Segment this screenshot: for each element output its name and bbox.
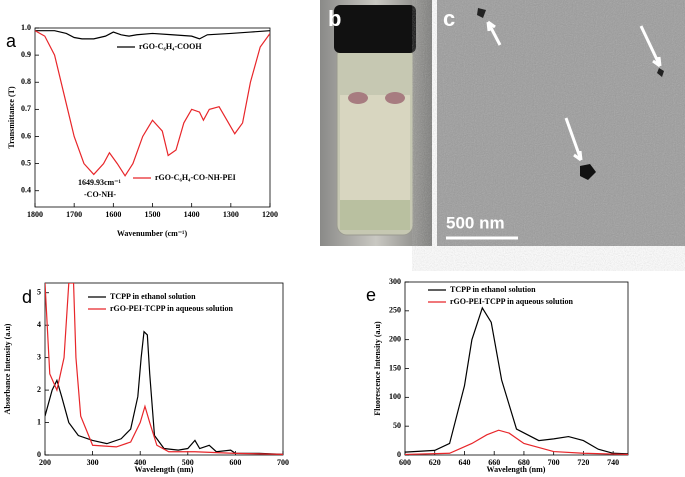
y-tick-label: 1.0 <box>21 23 31 32</box>
x-tick-label: 200 <box>39 458 51 467</box>
y-tick-label: 0.4 <box>21 186 31 195</box>
liquid-bottom <box>340 200 410 230</box>
x-axis-label: Wavelength (nm) <box>135 465 194 474</box>
panel-letter: b <box>328 6 341 31</box>
panel-letter: d <box>22 287 32 307</box>
x-tick-label: 660 <box>488 458 500 467</box>
y-axis-label: Transmittance (T) <box>7 86 16 149</box>
series-line <box>45 330 283 455</box>
particle <box>477 8 486 18</box>
particle <box>580 164 596 180</box>
y-tick-label: 3 <box>37 352 41 361</box>
x-tick-label: 1400 <box>184 210 200 219</box>
x-tick-label: 300 <box>87 458 99 467</box>
x-tick-label: 1700 <box>66 210 82 219</box>
x-tick-label: 1300 <box>223 210 239 219</box>
legend-label: TCPP in ethanol solution <box>110 292 196 301</box>
tem-texture <box>437 0 685 246</box>
x-axis-label: Wavenumber (cm⁻¹) <box>117 229 188 238</box>
legend-label: rGO-PEI-TCPP in aqueous solution <box>110 304 233 313</box>
plot-frame <box>44 282 284 456</box>
vial-cap <box>334 5 416 53</box>
scale-bar-label: 500 nm <box>446 213 505 232</box>
y-tick-label: 50 <box>393 421 401 430</box>
x-tick-label: 1800 <box>27 210 43 219</box>
y-tick-label: 150 <box>389 363 401 372</box>
reflection <box>385 92 405 104</box>
y-tick-label: 200 <box>389 334 401 343</box>
y-tick-label: 100 <box>389 392 401 401</box>
x-tick-label: 700 <box>548 458 560 467</box>
x-axis-label: Wavelength (nm) <box>487 465 546 474</box>
photo-c: 500 nm c <box>437 0 685 246</box>
y-tick-label: 0.5 <box>21 158 31 167</box>
x-tick-label: 640 <box>458 458 470 467</box>
series-line <box>405 306 628 455</box>
x-tick-label: 1200 <box>262 210 278 219</box>
x-tick-label: 1600 <box>105 210 121 219</box>
x-tick-label: 400 <box>134 458 146 467</box>
arrow <box>639 25 662 68</box>
y-tick-label: 2 <box>37 385 41 394</box>
liquid <box>340 95 410 200</box>
x-tick-label: 620 <box>429 458 441 467</box>
x-tick-label: 600 <box>229 458 241 467</box>
arrow <box>486 20 502 46</box>
panel-letter: c <box>443 6 455 31</box>
x-tick-label: 1500 <box>145 210 161 219</box>
legend-label: TCPP in ethanol solution <box>450 285 536 294</box>
y-tick-label: 5 <box>37 288 41 297</box>
legend-label: rGO-C₆H₄-COOH <box>139 42 202 51</box>
panel-letter: e <box>366 285 376 305</box>
x-tick-label: 680 <box>518 458 530 467</box>
x-tick-label: 700 <box>277 458 289 467</box>
particle <box>657 68 664 77</box>
y-axis-label: Absorbance Intensity (a.u) <box>3 323 12 414</box>
y-tick-label: 300 <box>389 277 401 286</box>
legend-label: rGO-PEI-TCPP in aqueous solution <box>450 297 573 306</box>
reflection <box>348 92 368 104</box>
series-line <box>405 429 628 455</box>
y-tick-label: 0 <box>37 450 41 459</box>
y-tick-label: 250 <box>389 306 401 315</box>
y-tick-label: 1 <box>37 417 41 426</box>
x-tick-label: 600 <box>399 458 411 467</box>
y-tick-label: 0 <box>397 450 401 459</box>
y-tick-label: 0.7 <box>21 104 31 113</box>
legend-label: rGO-C₆H₄-CO-NH-PEI <box>155 173 236 182</box>
annotation: -CO-NH- <box>84 190 116 199</box>
photo-b: b <box>320 0 432 246</box>
y-tick-label: 0.9 <box>21 50 31 59</box>
series-line <box>45 283 283 455</box>
y-tick-label: 4 <box>37 320 41 329</box>
arrow <box>564 117 583 162</box>
x-tick-label: 740 <box>607 458 619 467</box>
x-tick-label: 500 <box>182 458 194 467</box>
x-tick-label: 720 <box>577 458 589 467</box>
y-tick-label: 0.8 <box>21 77 31 86</box>
panel-letter: a <box>6 31 17 51</box>
y-axis-label: Fluorescence Intensity (a.u) <box>373 321 382 416</box>
annotation: 1649.93cm⁻¹ <box>78 178 121 187</box>
series-line <box>35 30 270 40</box>
series-line <box>35 30 270 177</box>
y-tick-label: 0.6 <box>21 131 31 140</box>
